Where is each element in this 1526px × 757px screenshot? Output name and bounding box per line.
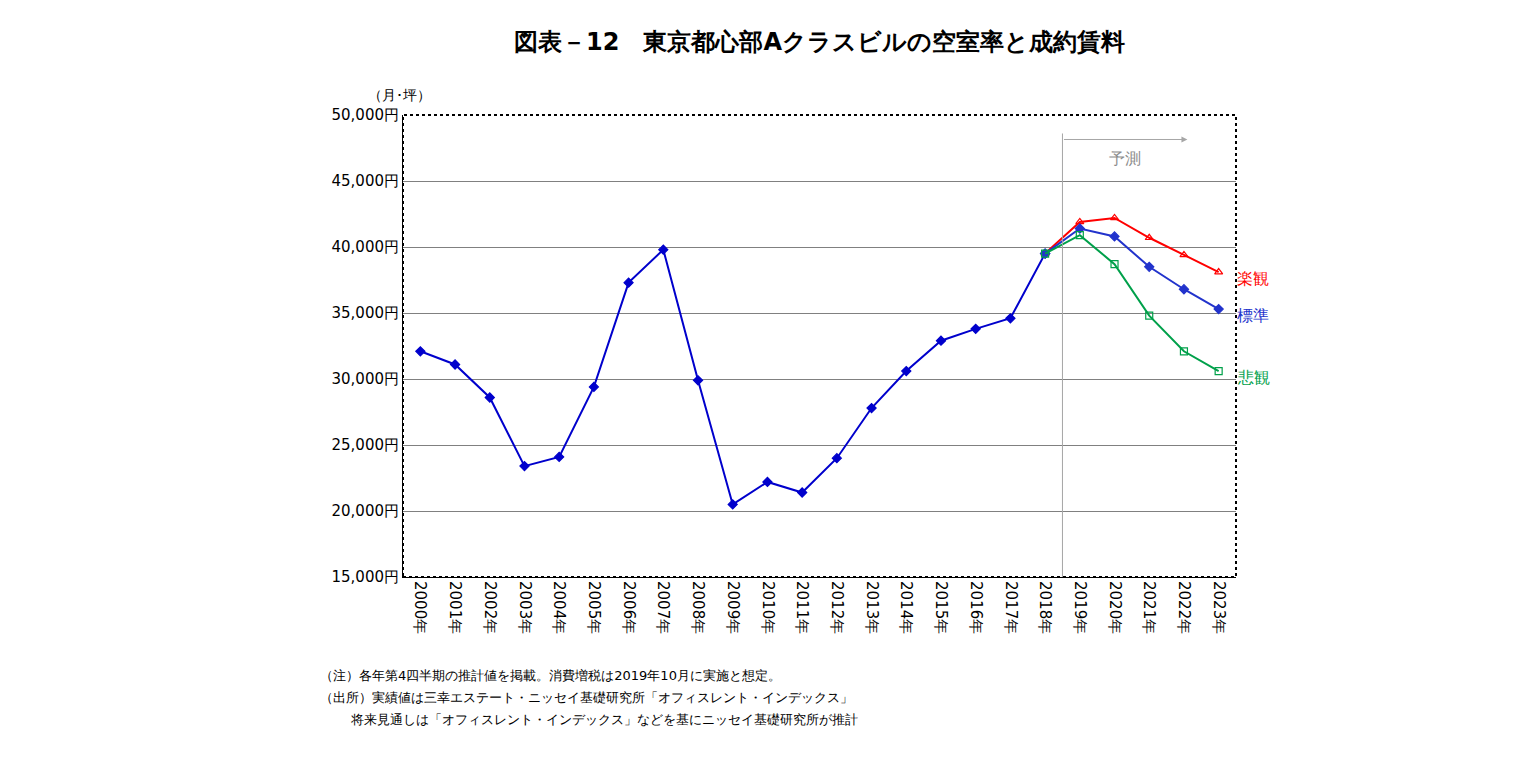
svg-text:20,000円: 20,000円 — [332, 502, 400, 520]
svg-text:2020年: 2020年 — [1106, 581, 1124, 634]
svg-text:40,000円: 40,000円 — [332, 238, 400, 256]
svg-text:楽観: 楽観 — [1237, 269, 1269, 288]
svg-text:35,000円: 35,000円 — [332, 304, 400, 322]
svg-text:25,000円: 25,000円 — [332, 436, 400, 454]
svg-text:2000年: 2000年 — [411, 581, 429, 634]
svg-text:2023年: 2023年 — [1210, 581, 1228, 634]
svg-text:2006年: 2006年 — [620, 581, 638, 634]
svg-text:2014年: 2014年 — [897, 581, 915, 634]
svg-text:15,000円: 15,000円 — [332, 568, 400, 586]
svg-text:2011年: 2011年 — [793, 581, 811, 634]
svg-text:2012年: 2012年 — [828, 581, 846, 634]
svg-text:2001年: 2001年 — [446, 581, 464, 634]
svg-text:2019年: 2019年 — [1071, 581, 1089, 634]
svg-text:2022年: 2022年 — [1175, 581, 1193, 634]
svg-text:2003年: 2003年 — [516, 581, 534, 634]
svg-text:2004年: 2004年 — [550, 581, 568, 634]
svg-text:2005年: 2005年 — [585, 581, 603, 634]
svg-text:（注）各年第4四半期の推計値を掲載。消費増税は2019年10: （注）各年第4四半期の推計値を掲載。消費増税は2019年10月に実施と想定。 — [320, 668, 781, 683]
svg-text:2018年: 2018年 — [1036, 581, 1054, 634]
svg-text:30,000円: 30,000円 — [332, 370, 400, 388]
svg-text:図表－12 東京都心部Aクラスビルの空室率と成約賃料: 図表－12 東京都心部Aクラスビルの空室率と成約賃料 — [514, 28, 1125, 56]
svg-text:将来見通しは「オフィスレント・インデックス」などを基にニッセ: 将来見通しは「オフィスレント・インデックス」などを基にニッセイ基礎研究所が推計 — [350, 712, 858, 727]
svg-text:2015年: 2015年 — [932, 581, 950, 634]
svg-text:標準: 標準 — [1237, 306, 1269, 325]
svg-text:2021年: 2021年 — [1140, 581, 1158, 634]
svg-text:2017年: 2017年 — [1002, 581, 1020, 634]
svg-text:50,000円: 50,000円 — [332, 106, 400, 124]
svg-text:2013年: 2013年 — [863, 581, 881, 634]
svg-text:2009年: 2009年 — [724, 581, 742, 634]
svg-text:2007年: 2007年 — [654, 581, 672, 634]
svg-text:2010年: 2010年 — [759, 581, 777, 634]
svg-text:予測: 予測 — [1109, 149, 1141, 168]
svg-text:45,000円: 45,000円 — [332, 172, 400, 190]
svg-text:（出所）実績値は三幸エステート・ニッセイ基礎研究所「オフィス: （出所）実績値は三幸エステート・ニッセイ基礎研究所「オフィスレント・インデックス… — [320, 690, 853, 705]
svg-text:2016年: 2016年 — [967, 581, 985, 634]
svg-text:悲観: 悲観 — [1237, 368, 1270, 387]
svg-text:（月･坪）: （月･坪） — [368, 87, 431, 103]
svg-text:2008年: 2008年 — [689, 581, 707, 634]
svg-text:2002年: 2002年 — [481, 581, 499, 634]
